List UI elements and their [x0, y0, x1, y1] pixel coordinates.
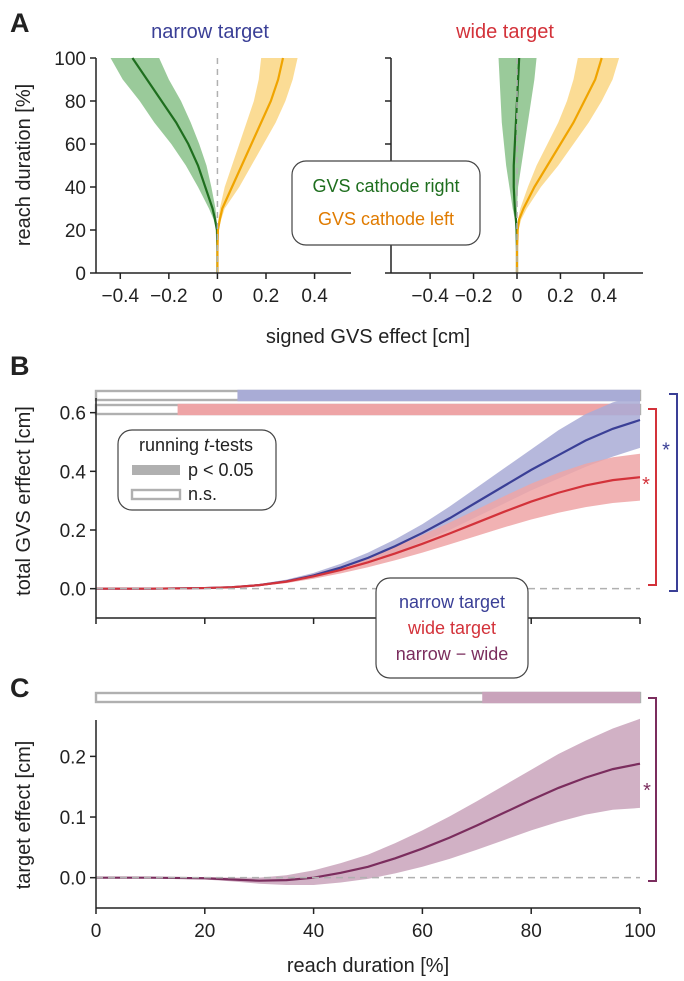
b-sig-star-narrow: * [662, 440, 670, 462]
a1-ytick-label: 0 [75, 264, 86, 285]
b-ytick-label: 0.0 [60, 580, 86, 601]
c-xtick-label: 60 [412, 921, 433, 942]
a1-band-gvs-cathode-left [217, 58, 298, 273]
legend-targets: narrow target wide target narrow − wide [375, 577, 529, 679]
a1-xtick-label: 0.2 [253, 286, 279, 307]
b-line-wide-target [96, 476, 641, 590]
legend-item-narrow-minus-wide: narrow − wide [396, 644, 509, 664]
legend-targets-frame [375, 577, 529, 679]
b-sig-star-wide: * [642, 474, 650, 496]
legend-ttests-title: running t-tests [139, 435, 253, 455]
c-ttest-sig-narrow-wide [482, 691, 640, 704]
panel-a-narrow: narrow target −0.4 −0.2 0 0.2 0.4 0 20 40 60 80 1… [13, 21, 351, 307]
c-ytick-label: 0.0 [60, 869, 86, 890]
panel-b-y-label: total GVS erffect [cm] [13, 406, 35, 596]
legend-gvs-frame [291, 160, 481, 246]
panel-a-wide-title: wide target [455, 21, 554, 43]
b-bracket-wide [648, 408, 657, 586]
legend-ttests-ns-label: n.s. [188, 484, 217, 504]
b-ttest-sig-narrow-target [237, 389, 640, 402]
c-line-narrow-wide [96, 762, 641, 882]
legend-ttests-sig-label: p < 0.05 [188, 460, 254, 480]
a2-line-gvs-cathode-left [515, 57, 603, 273]
panel-c-x-label: reach duration [%] [287, 955, 449, 977]
b-ttest-sig-wide-target [177, 403, 640, 416]
a1-band-gvs-cathode-right [110, 58, 218, 273]
panel-a-y-label: reach duration [%] [13, 84, 35, 246]
a1-xtick-label: −0.2 [150, 286, 188, 307]
a1-ytick-label: 100 [54, 49, 86, 70]
legend-item-cathode-right: GVS cathode right [312, 176, 459, 196]
a1-ytick-label: 80 [65, 92, 86, 113]
panel-letter-b: B [10, 351, 30, 381]
b-bracket-narrow [669, 393, 678, 592]
c-ytick-label: 0.2 [60, 747, 86, 768]
a1-xtick-label: 0.4 [301, 286, 328, 307]
panel-a-narrow-title: narrow target [151, 21, 269, 43]
panel-c: 0 20 40 60 80 100 0.0 0.1 0.2 target effect [cm… [13, 691, 657, 977]
legend-ttests-ns-swatch [130, 488, 182, 501]
c-bracket-diff [648, 697, 657, 882]
a2-xtick-label: 0.4 [591, 286, 618, 307]
c-xtick-label: 20 [194, 921, 215, 942]
panel-c-y-label: target effect [cm] [13, 741, 35, 890]
a1-ytick-label: 40 [65, 178, 86, 199]
legend-item-wide-target: wide target [407, 618, 496, 638]
c-xtick-label: 0 [91, 921, 102, 942]
c-ytick-label: 0.1 [60, 808, 86, 829]
c-sig-star-diff: * [643, 780, 651, 802]
a1-line-gvs-cathode-left [216, 57, 285, 273]
b-ytick-label: 0.4 [60, 462, 87, 483]
legend-gvs: GVS cathode right GVS cathode left [291, 160, 481, 246]
a2-xtick-label: 0.2 [547, 286, 573, 307]
legend-item-narrow-target: narrow target [399, 592, 505, 612]
a2-band-gvs-cathode-left [517, 58, 620, 273]
a2-xtick-label: −0.4 [411, 286, 449, 307]
a2-band-gvs-cathode-right [498, 58, 537, 273]
panel-b: 0.0 0.2 0.4 0.6 total GVS erffect [cm] * * r… [13, 389, 678, 624]
c-xtick-label: 40 [303, 921, 324, 942]
a1-xtick-label: −0.4 [102, 286, 140, 307]
c-xtick-label: 80 [521, 921, 542, 942]
panel-letter-a: A [10, 8, 30, 38]
b-band-narrow-target [96, 395, 640, 589]
b-ytick-label: 0.6 [60, 404, 86, 425]
legend-ttests-sig-swatch [132, 465, 180, 475]
a1-ytick-label: 20 [65, 221, 86, 242]
c-xtick-label: 100 [624, 921, 656, 942]
panel-a-wide: wide target −0.4 −0.2 0 0.2 0.4 [385, 21, 643, 307]
a1-ytick-label: 60 [65, 135, 86, 156]
legend-item-cathode-left: GVS cathode left [318, 209, 454, 229]
panel-letter-c: C [10, 673, 30, 703]
a2-xtick-label: −0.2 [455, 286, 493, 307]
b-ytick-label: 0.2 [60, 521, 86, 542]
a1-xtick-label: 0 [212, 286, 223, 307]
panel-a-x-label: signed GVS effect [cm] [266, 326, 470, 348]
c-band-narrow-wide [96, 718, 640, 885]
a2-xtick-label: 0 [512, 286, 523, 307]
legend-ttests: running t-tests p < 0.05 n.s. [117, 429, 277, 511]
